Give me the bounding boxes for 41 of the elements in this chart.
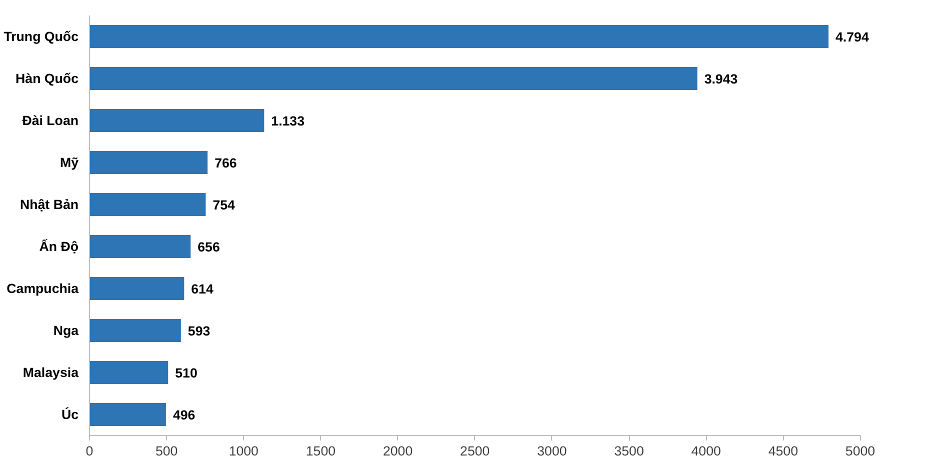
data-label: 656	[198, 240, 220, 254]
x-tick-label: 5000	[845, 444, 876, 458]
data-label: 593	[188, 324, 210, 338]
x-tick-label: 4500	[768, 444, 798, 458]
y-tick-label: Trung Quốc	[4, 29, 80, 44]
bar	[90, 24, 828, 48]
bar	[90, 234, 191, 258]
bar	[90, 360, 168, 384]
data-label: 1.133	[271, 114, 305, 128]
data-label: 614	[191, 282, 214, 296]
x-tick-label: 3000	[537, 444, 567, 458]
data-label: 3.943	[704, 72, 738, 86]
bar	[90, 276, 184, 300]
x-tick-label: 3500	[614, 444, 644, 458]
y-tick-label: Nhật Bản	[20, 197, 78, 212]
y-tick-label: Malaysia	[22, 365, 80, 380]
data-label: 754	[212, 198, 236, 212]
bar	[90, 318, 181, 342]
y-tick-label: Mỹ	[60, 155, 80, 170]
data-label: 766	[214, 156, 237, 170]
y-tick-label: Ấn Độ	[39, 239, 79, 254]
y-tick-label: Nga	[53, 323, 80, 338]
data-label: 4.794	[836, 30, 870, 44]
y-tick-label: Hàn Quốc	[16, 71, 80, 86]
x-tick-label: 4000	[691, 444, 721, 458]
x-tick-label: 0	[86, 444, 94, 458]
x-tick-label: 2000	[382, 444, 413, 458]
bar	[90, 66, 698, 90]
x-tick-label: 1000	[228, 444, 258, 458]
bar	[90, 192, 206, 216]
bar	[90, 150, 208, 174]
x-tick-label: 2500	[460, 444, 490, 458]
y-tick-label: Úc	[61, 407, 80, 422]
data-label: 510	[175, 366, 198, 380]
data-label: 496	[172, 408, 196, 422]
x-tick-label: 500	[155, 444, 178, 458]
y-tick-label: Đài Loan	[22, 113, 78, 128]
y-tick-label: Campuchia	[6, 281, 80, 296]
bar	[90, 108, 264, 132]
x-tick-label: 1500	[306, 444, 336, 458]
bar	[90, 402, 166, 426]
